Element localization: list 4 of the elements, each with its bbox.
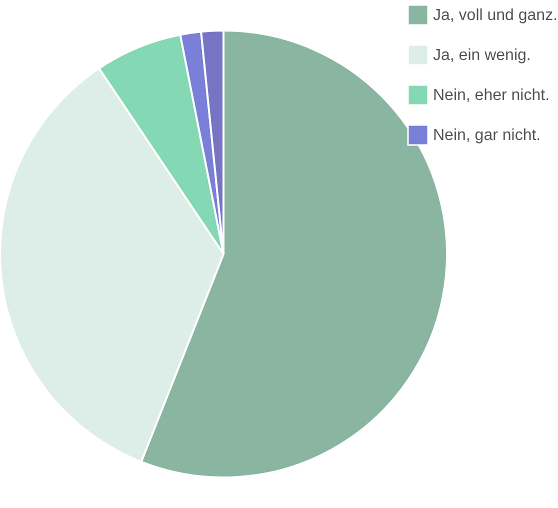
legend-label: Nein, gar nicht. [433, 127, 541, 144]
legend-label: Ja, voll und ganz. [433, 7, 558, 24]
legend-label: Nein, eher nicht. [433, 87, 550, 104]
legend-label: Ja, ein wenig. [433, 47, 531, 64]
